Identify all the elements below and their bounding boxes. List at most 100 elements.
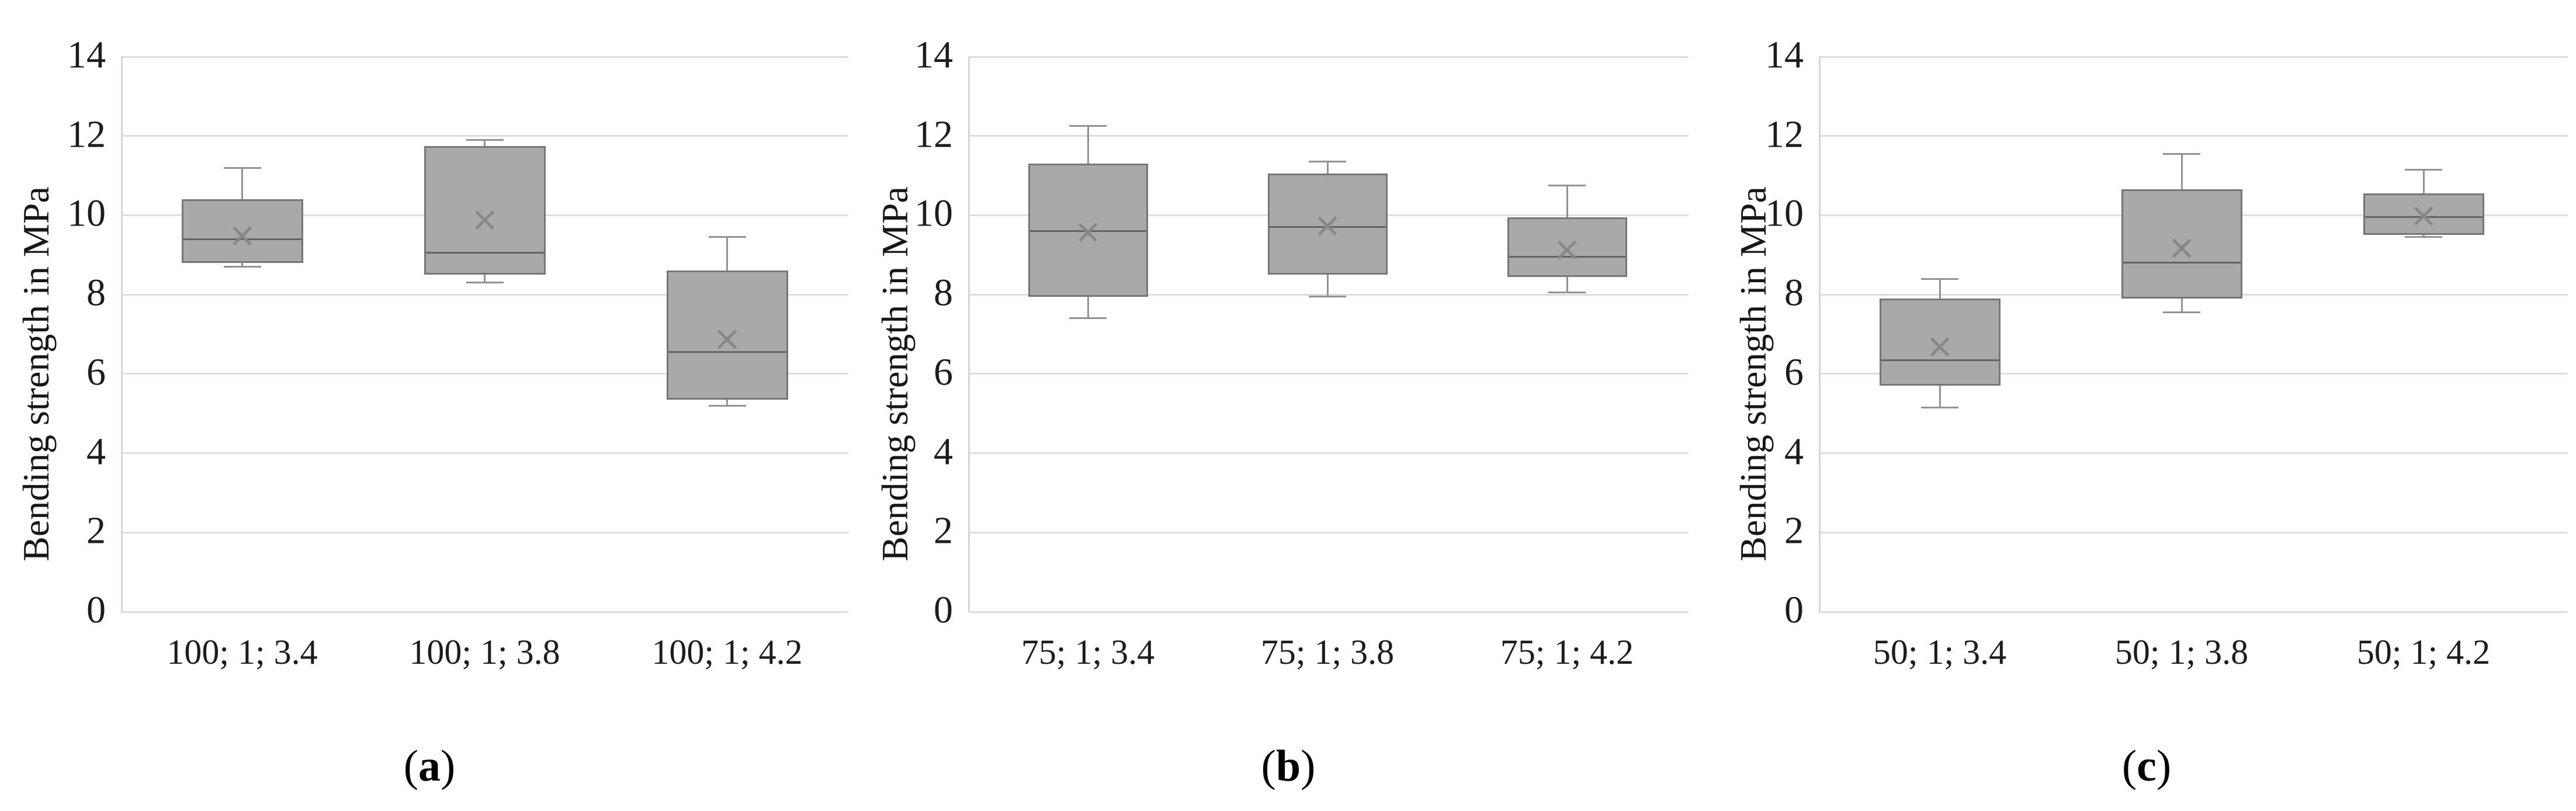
mean-marker: × xyxy=(1073,211,1102,251)
whisker-lower xyxy=(2422,235,2425,237)
whisker-lower xyxy=(1566,276,1568,293)
y-tick-label: 6 xyxy=(1784,351,1804,394)
whisker-cap-upper xyxy=(2405,168,2442,171)
mean-marker: × xyxy=(1552,229,1582,269)
mean-marker: × xyxy=(470,199,499,240)
whisker-upper xyxy=(484,140,486,146)
gridline xyxy=(968,373,1689,375)
whisker-upper xyxy=(1939,279,1941,299)
whisker-cap-upper xyxy=(708,236,746,238)
gridline xyxy=(121,293,848,296)
y-tick-label: 8 xyxy=(934,271,953,314)
gridline xyxy=(968,452,1689,455)
y-tick-label: 14 xyxy=(67,33,106,77)
caption-letter: c xyxy=(2137,741,2157,791)
category-label: 50; 1; 4.2 xyxy=(2356,633,2491,671)
whisker-upper xyxy=(726,237,728,271)
whisker-cap-upper xyxy=(1921,278,1958,280)
caption-letter: b xyxy=(1275,741,1301,791)
median-line xyxy=(668,351,786,353)
y-tick-label: 2 xyxy=(934,510,953,553)
y-axis-line xyxy=(968,57,970,612)
x-axis-line xyxy=(1819,611,2568,613)
y-tick-label: 0 xyxy=(934,588,953,632)
category-label: 75; 1; 3.8 xyxy=(1260,633,1395,671)
whisker-cap-upper xyxy=(466,139,504,141)
y-tick-label: 8 xyxy=(86,271,106,314)
panel-caption: (b) xyxy=(859,741,1718,792)
whisker-lower xyxy=(241,262,243,267)
median-line xyxy=(1269,226,1386,228)
box xyxy=(181,199,303,263)
whisker-cap-upper xyxy=(1309,161,1346,163)
box xyxy=(2121,189,2242,299)
box xyxy=(1507,217,1627,277)
category-label: 75; 1; 4.2 xyxy=(1500,633,1634,671)
caption-paren-close: ) xyxy=(1301,741,1316,791)
y-tick-label: 12 xyxy=(914,113,953,156)
mean-marker: × xyxy=(1925,326,1954,366)
median-line xyxy=(1509,256,1625,258)
median-line xyxy=(2123,262,2241,264)
whisker-cap-lower xyxy=(2163,311,2200,314)
whisker-lower xyxy=(2180,298,2183,313)
whisker-lower xyxy=(726,399,728,406)
caption-letter: a xyxy=(418,741,441,791)
whisker-upper xyxy=(1087,126,1089,164)
whisker-lower xyxy=(1939,386,1941,408)
y-tick-label: 6 xyxy=(934,351,953,394)
y-axis-line xyxy=(1819,57,1821,612)
panel-caption: (a) xyxy=(0,741,859,792)
gridline xyxy=(968,135,1689,137)
whisker-upper xyxy=(2180,154,2183,190)
box xyxy=(2363,193,2484,235)
y-tick-label: 12 xyxy=(67,113,106,156)
whisker-cap-lower xyxy=(1309,296,1346,298)
whisker-cap-lower xyxy=(1548,292,1586,294)
boxplot-panel-a: Bending strength in MPa 0 2 4 6 8 10 12 14 × 100;… xyxy=(0,0,859,811)
whisker-cap-upper xyxy=(1069,125,1107,127)
y-tick-label: 6 xyxy=(86,351,106,394)
gridline xyxy=(968,531,1689,533)
gridline xyxy=(121,452,848,455)
y-tick-label: 2 xyxy=(86,510,106,553)
box xyxy=(666,271,788,400)
mean-marker: × xyxy=(228,215,256,255)
median-line xyxy=(1029,230,1146,233)
category-label: 50; 1; 3.4 xyxy=(1873,633,2007,671)
caption-paren-close: ) xyxy=(441,741,456,791)
caption-paren-open: ( xyxy=(403,741,418,791)
mean-marker: × xyxy=(1313,205,1342,245)
gridline xyxy=(1819,452,2568,455)
y-tick-label: 10 xyxy=(1765,192,1804,235)
caption-paren-open: ( xyxy=(2121,741,2137,791)
median-line xyxy=(183,238,301,240)
y-tick-label: 10 xyxy=(67,192,106,235)
y-tick-label: 8 xyxy=(1784,271,1804,314)
box xyxy=(1879,298,2001,386)
gridline xyxy=(1819,373,2568,375)
caption-paren-close: ) xyxy=(2156,741,2172,791)
mean-marker: × xyxy=(2409,195,2438,235)
whisker-cap-lower xyxy=(1069,317,1107,320)
median-line xyxy=(1881,359,1999,361)
median-line xyxy=(425,252,544,254)
whisker-lower xyxy=(484,275,486,283)
boxplot-panel-b: Bending strength in MPa 0 2 4 6 8 10 12 14 × 75; … xyxy=(859,0,1718,811)
whisker-upper xyxy=(2422,169,2425,194)
whisker-lower xyxy=(1087,296,1089,318)
mean-marker: × xyxy=(2167,227,2196,267)
y-tick-label: 4 xyxy=(934,430,953,473)
gridline xyxy=(121,373,848,375)
gridline xyxy=(968,293,1689,296)
y-tick-label: 10 xyxy=(914,192,953,235)
y-tick-label: 12 xyxy=(1765,113,1804,156)
median-line xyxy=(2364,216,2483,219)
y-tick-label: 4 xyxy=(86,430,106,473)
gridline xyxy=(968,56,1689,58)
gridline xyxy=(121,135,848,137)
whisker-cap-upper xyxy=(2163,153,2200,155)
whisker-upper xyxy=(1326,161,1329,174)
x-axis-line xyxy=(121,611,848,613)
category-label: 100; 1; 3.8 xyxy=(409,633,560,671)
